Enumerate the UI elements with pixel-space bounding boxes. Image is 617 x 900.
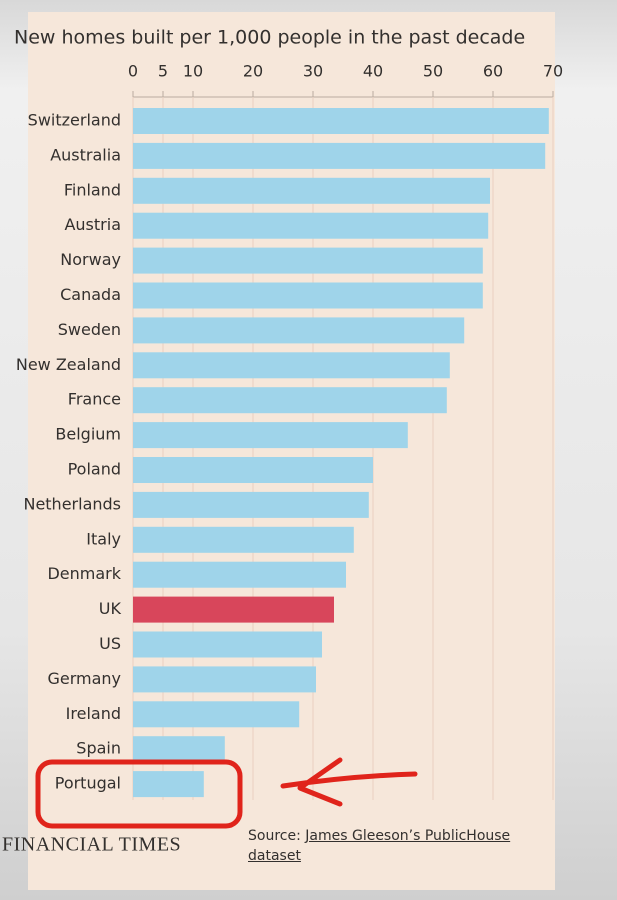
x-tick-label: 40 — [363, 62, 383, 81]
x-tick-label: 20 — [243, 62, 263, 81]
y-tick-label: Poland — [68, 460, 121, 479]
x-tick-label: 10 — [183, 62, 203, 81]
x-tick-label: 5 — [158, 62, 168, 81]
y-tick-label: Germany — [47, 669, 121, 688]
y-tick-label: Norway — [60, 250, 121, 269]
x-tick-label: 70 — [543, 62, 563, 81]
y-tick-label: Austria — [64, 215, 121, 234]
y-tick-label: UK — [99, 599, 122, 618]
bar — [133, 387, 447, 414]
annotation-circle — [35, 759, 243, 829]
bar — [133, 177, 490, 204]
y-tick-label: Netherlands — [23, 494, 121, 513]
y-tick-label: Portugal — [55, 774, 121, 793]
y-tick-label: New Zealand — [16, 355, 121, 374]
bar — [133, 352, 450, 379]
bar — [133, 771, 204, 798]
bar — [133, 596, 334, 623]
bar — [133, 561, 346, 588]
x-tick-label: 30 — [303, 62, 323, 81]
bar — [133, 701, 300, 728]
bar — [133, 142, 546, 169]
source-link[interactable]: James Gleeson’s PublicHouse dataset — [248, 828, 511, 864]
bars — [133, 108, 549, 798]
y-tick-label: Belgium — [55, 425, 121, 444]
y-tick-label: France — [68, 390, 121, 409]
bar — [133, 212, 489, 239]
bar — [133, 108, 549, 134]
y-tick-label: Canada — [60, 285, 121, 304]
bar — [133, 457, 373, 483]
bar — [133, 491, 369, 518]
bar — [133, 666, 316, 693]
bar — [133, 247, 483, 274]
y-tick-label: Finland — [64, 180, 121, 199]
x-tick-label: 0 — [128, 62, 138, 81]
y-tick-label: Ireland — [66, 704, 121, 723]
source-prefix: Source: — [248, 828, 301, 844]
y-tick-label: US — [99, 634, 121, 653]
y-tick-label: Spain — [76, 739, 121, 758]
source: Source: James Gleeson’s PublicHouse data… — [248, 826, 548, 866]
y-tick-label: Italy — [86, 529, 121, 548]
x-tick-label: 50 — [423, 62, 443, 81]
bar — [133, 282, 483, 309]
bar — [133, 317, 465, 344]
bar — [133, 736, 225, 763]
chart-title: New homes built per 1,000 people in the … — [14, 27, 525, 49]
y-tick-label: Australia — [50, 145, 121, 164]
bar — [133, 422, 408, 449]
x-tick-label: 60 — [483, 62, 503, 81]
logo: FINANCIAL TIMES — [2, 834, 181, 856]
y-tick-label: Switzerland — [28, 111, 121, 130]
bar — [133, 526, 354, 553]
bar — [133, 631, 322, 658]
y-tick-label: Denmark — [47, 564, 121, 583]
annotation-arrow — [280, 757, 418, 807]
y-tick-label: Sweden — [58, 320, 121, 339]
